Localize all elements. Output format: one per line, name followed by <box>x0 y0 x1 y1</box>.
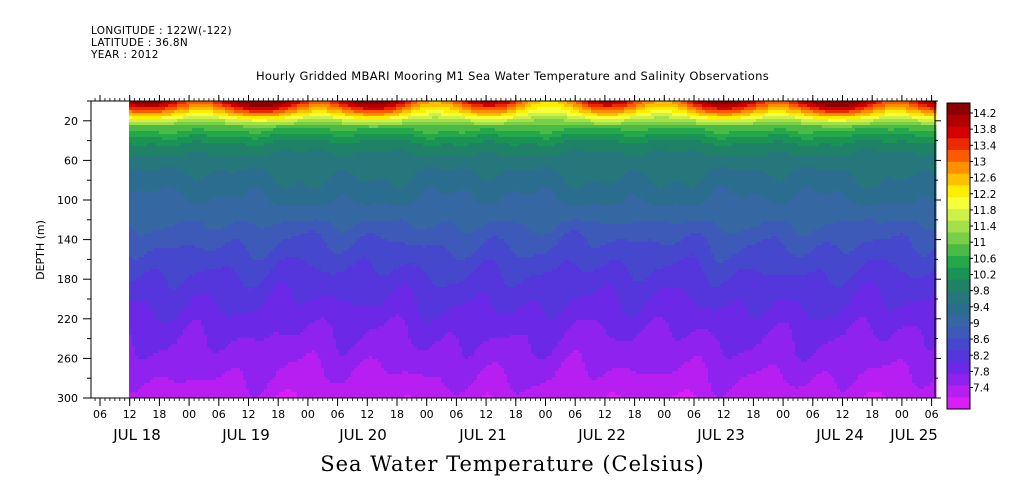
x-tick-label: 06 <box>925 408 939 421</box>
x-tick-label: 12 <box>479 408 493 421</box>
colorbar-swatch <box>947 209 970 221</box>
colorbar-label: 10.2 <box>973 270 996 282</box>
x-tick-label: 12 <box>717 408 731 421</box>
colorbar-swatch <box>947 256 970 268</box>
colorbar-swatch <box>947 103 970 115</box>
colorbar-label: 12.6 <box>973 173 997 185</box>
y-tick-label: 260 <box>57 352 78 365</box>
colorbar-label: 13.8 <box>973 124 996 136</box>
colorbar-label: 9.8 <box>973 286 990 298</box>
colorbar-label: 10.6 <box>973 253 997 265</box>
colorbar-label: 11 <box>973 237 986 249</box>
x-tick-label: 00 <box>776 408 790 421</box>
heatmap-field <box>129 101 937 399</box>
x-day-label: JUL 22 <box>577 426 626 444</box>
x-tick-label: 12 <box>123 408 137 421</box>
colorbar-label: 11.4 <box>973 221 997 233</box>
colorbar-swatch <box>947 327 970 339</box>
x-tick-label: 06 <box>449 408 463 421</box>
x-tick-label: 06 <box>212 408 226 421</box>
y-tick-label: 180 <box>57 273 78 286</box>
colorbar-swatch <box>947 232 970 244</box>
x-day-label: JUL 18 <box>112 426 161 444</box>
colorbar-label: 7.4 <box>973 383 990 395</box>
y-tick-label: 100 <box>57 194 78 207</box>
colorbar-swatch <box>947 350 970 362</box>
colorbar-swatch <box>947 162 970 174</box>
x-tick-label: 18 <box>865 408 879 421</box>
colorbar-swatch <box>947 174 970 186</box>
x-day-label: JUL 24 <box>815 426 864 444</box>
x-tick-label: 00 <box>657 408 671 421</box>
colorbar-label: 9 <box>973 318 980 330</box>
colorbar-swatch <box>947 397 970 409</box>
colorbar-label: 13 <box>973 156 986 168</box>
colorbar-swatch <box>947 385 970 397</box>
x-tick-label: 06 <box>93 408 107 421</box>
x-tick-label: 18 <box>271 408 285 421</box>
x-day-label: JUL 25 <box>889 426 938 444</box>
colorbar-label: 14.2 <box>973 108 996 120</box>
colorbar-swatch <box>947 244 970 256</box>
colorbar-swatch <box>947 374 970 386</box>
x-tick-label: 18 <box>152 408 166 421</box>
colorbar-swatch <box>947 303 970 315</box>
colorbar-label: 12.2 <box>973 189 996 201</box>
colorbar-swatch <box>947 315 970 327</box>
colorbar-swatch <box>947 221 970 233</box>
colorbar-swatch <box>947 291 970 303</box>
x-tick-label: 18 <box>628 408 642 421</box>
colorbar-swatch <box>947 338 970 350</box>
x-day-label: JUL 20 <box>338 426 387 444</box>
colorbar-swatch <box>947 280 970 292</box>
colorbar-label: 13.4 <box>973 140 997 152</box>
y-tick-label: 140 <box>57 234 78 247</box>
colorbar-label: 8.6 <box>973 334 990 346</box>
colorbar-swatch <box>947 150 970 162</box>
x-tick-label: 12 <box>242 408 256 421</box>
x-day-label: JUL 23 <box>696 426 745 444</box>
plot-area <box>91 101 937 399</box>
colorbar-label: 11.8 <box>973 205 996 217</box>
colorbar-swatch <box>947 115 970 127</box>
x-tick-label: 12 <box>836 408 850 421</box>
x-tick-label: 00 <box>539 408 553 421</box>
x-tick-label: 00 <box>182 408 196 421</box>
x-tick-label: 12 <box>360 408 374 421</box>
y-tick-label: 300 <box>57 392 78 405</box>
y-axis-label: DEPTH (m) <box>34 220 47 280</box>
variable-label: Sea Water Temperature (Celsius) <box>0 452 1009 476</box>
colorbar-swatch <box>947 362 970 374</box>
x-tick-label: 00 <box>895 408 909 421</box>
colorbar-swatch <box>947 185 970 197</box>
x-tick-label: 06 <box>331 408 345 421</box>
colorbar-label: 8.2 <box>973 350 990 362</box>
x-tick-label: 00 <box>301 408 315 421</box>
x-day-label: JUL 21 <box>458 426 507 444</box>
x-tick-label: 18 <box>746 408 760 421</box>
colorbar-label: 7.8 <box>973 366 990 378</box>
colorbar: 14.2 13.8 13.4 13 12.6 12.2 11.8 11.4 11 10.6 10.2… <box>947 103 997 410</box>
colorbar-label: 9.4 <box>973 302 990 314</box>
x-tick-label: 18 <box>509 408 523 421</box>
x-tick-label: 18 <box>390 408 404 421</box>
colorbar-swatch <box>947 268 970 280</box>
x-day-label: JUL 19 <box>221 426 270 444</box>
colorbar-swatch <box>947 138 970 150</box>
colorbar-swatch <box>947 197 970 209</box>
y-tick-label: 220 <box>57 313 78 326</box>
y-tick-label: 20 <box>64 115 78 128</box>
x-tick-label: 06 <box>568 408 582 421</box>
x-tick-label: 12 <box>598 408 612 421</box>
x-tick-label: 06 <box>687 408 701 421</box>
y-tick-label: 60 <box>64 154 78 167</box>
x-tick-label: 00 <box>420 408 434 421</box>
x-tick-label: 06 <box>806 408 820 421</box>
colorbar-swatch <box>947 127 970 139</box>
